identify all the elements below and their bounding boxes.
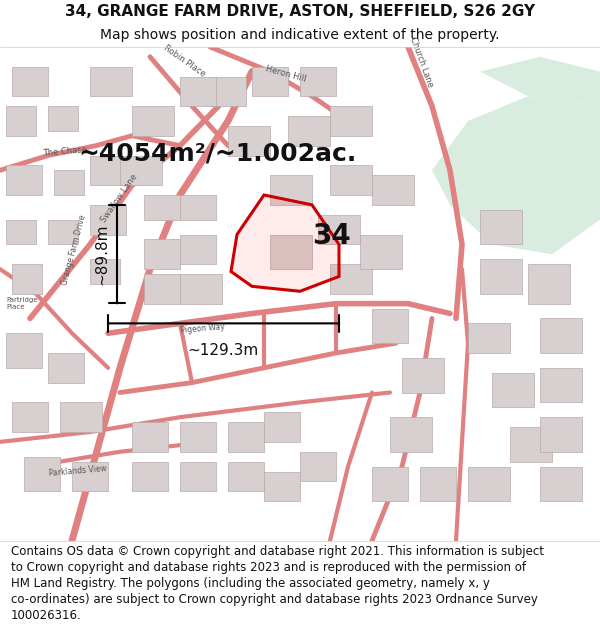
Polygon shape [180,462,216,491]
Polygon shape [264,412,300,442]
Polygon shape [48,353,84,382]
Polygon shape [492,372,534,408]
Text: Heron Hill: Heron Hill [264,64,307,83]
Polygon shape [48,219,78,244]
Polygon shape [330,166,372,195]
Polygon shape [12,67,48,96]
Polygon shape [372,175,414,205]
Polygon shape [480,210,522,244]
Polygon shape [510,427,552,462]
Polygon shape [420,466,456,501]
Polygon shape [468,466,510,501]
Text: ~89.8m: ~89.8m [95,224,110,285]
Polygon shape [231,195,339,291]
Polygon shape [300,67,336,96]
Text: ~4054m²/~1.002ac.: ~4054m²/~1.002ac. [78,141,356,166]
Text: Partridge
Place: Partridge Place [6,296,37,309]
Polygon shape [372,309,408,343]
Polygon shape [228,462,264,491]
Polygon shape [252,67,288,96]
Polygon shape [264,471,300,501]
Polygon shape [180,195,216,219]
Polygon shape [60,402,102,432]
Polygon shape [210,76,246,106]
Polygon shape [12,264,42,294]
Polygon shape [48,106,78,131]
Polygon shape [432,96,600,254]
Polygon shape [180,422,216,452]
Polygon shape [228,422,264,452]
Polygon shape [300,452,336,481]
Polygon shape [90,259,120,284]
Polygon shape [6,166,42,195]
Polygon shape [144,274,180,304]
Polygon shape [318,215,360,244]
Polygon shape [480,259,522,294]
Text: Swallow Lane: Swallow Lane [99,173,139,224]
Polygon shape [144,195,180,219]
Text: Parklands View: Parklands View [48,464,107,479]
Polygon shape [180,76,216,106]
Polygon shape [330,106,372,136]
Polygon shape [390,418,432,452]
Polygon shape [228,126,270,156]
Polygon shape [180,274,222,304]
Polygon shape [540,318,582,353]
Text: HM Land Registry. The polygons (including the associated geometry, namely x, y: HM Land Registry. The polygons (includin… [11,577,490,590]
Text: The Chase: The Chase [42,144,87,158]
Text: co-ordinates) are subject to Crown copyright and database rights 2023 Ordnance S: co-ordinates) are subject to Crown copyr… [11,593,538,606]
Polygon shape [24,457,60,491]
Polygon shape [540,368,582,402]
Polygon shape [180,234,216,264]
Text: Robin Place: Robin Place [162,43,207,79]
Polygon shape [90,205,126,234]
Polygon shape [270,234,312,269]
Polygon shape [330,264,372,294]
Polygon shape [480,57,600,106]
Text: Contains OS data © Crown copyright and database right 2021. This information is : Contains OS data © Crown copyright and d… [11,545,544,558]
Polygon shape [540,418,582,452]
Polygon shape [402,358,444,392]
Polygon shape [528,264,570,304]
Polygon shape [72,462,108,491]
Polygon shape [468,323,510,353]
Polygon shape [132,422,168,452]
Polygon shape [90,156,126,185]
Text: Pigeon Way: Pigeon Way [180,322,225,335]
Polygon shape [288,116,330,146]
Polygon shape [144,239,180,269]
Text: 34: 34 [312,222,351,251]
Text: to Crown copyright and database rights 2023 and is reproduced with the permissio: to Crown copyright and database rights 2… [11,561,526,574]
Polygon shape [54,170,84,195]
Polygon shape [360,234,402,269]
Text: 100026316.: 100026316. [11,609,82,622]
Polygon shape [270,175,312,205]
Polygon shape [372,466,408,501]
Polygon shape [6,333,42,367]
Polygon shape [6,106,36,136]
Polygon shape [90,67,132,96]
Polygon shape [12,402,48,432]
Polygon shape [6,219,36,244]
Polygon shape [120,156,162,185]
Text: Church Lane: Church Lane [408,36,434,88]
Text: Map shows position and indicative extent of the property.: Map shows position and indicative extent… [100,28,500,42]
Polygon shape [132,462,168,491]
Polygon shape [540,466,582,501]
Text: ~129.3m: ~129.3m [188,343,259,358]
Text: Grange Farm Drive: Grange Farm Drive [60,214,88,286]
Polygon shape [132,106,174,136]
Text: 34, GRANGE FARM DRIVE, ASTON, SHEFFIELD, S26 2GY: 34, GRANGE FARM DRIVE, ASTON, SHEFFIELD,… [65,4,535,19]
